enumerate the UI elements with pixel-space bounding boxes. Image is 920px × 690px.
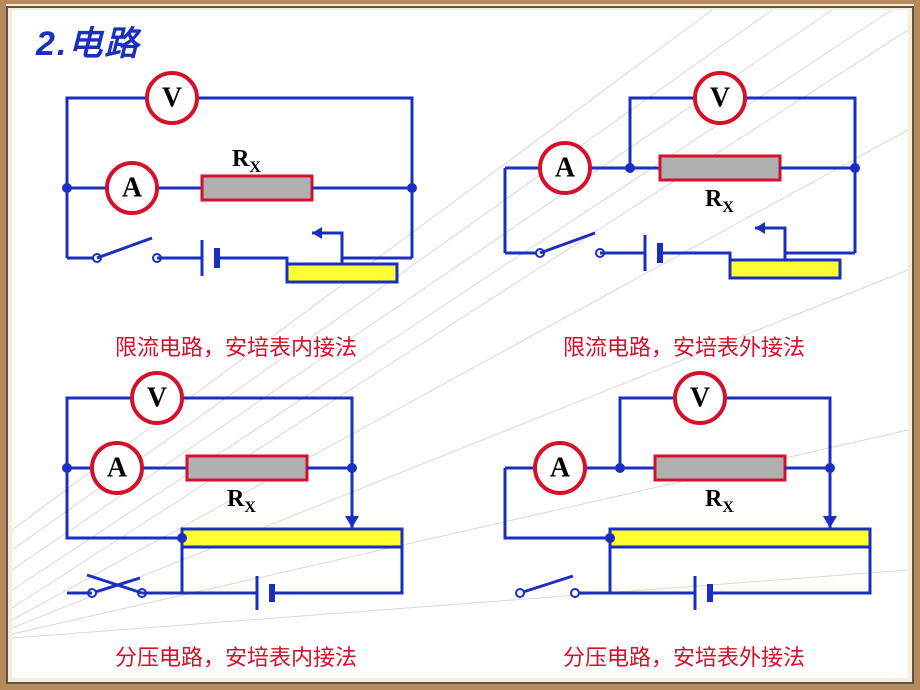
voltmeter-label: V xyxy=(162,83,182,114)
svg-text:V: V xyxy=(147,383,167,414)
circuit-br: V A RX xyxy=(460,368,900,648)
svg-text:RX: RX xyxy=(705,486,734,516)
circuit-bl: V A RX xyxy=(12,368,452,648)
caption-tr: 限流电路，安培表外接法 xyxy=(460,330,908,362)
circuit-tr: V A RX xyxy=(460,58,900,338)
svg-text:A: A xyxy=(107,453,128,484)
cell-tl: V A RX 限流电路，安培表内接法 xyxy=(12,58,460,368)
svg-text:A: A xyxy=(550,453,571,484)
caption-tl: 限流电路，安培表内接法 xyxy=(12,330,460,362)
page: 2.电路 xyxy=(12,10,908,678)
diagram-grid: V A RX 限流电路，安培表内接法 xyxy=(12,58,908,678)
svg-text:RX: RX xyxy=(232,146,261,176)
cell-br: V A RX 分压电路，安培表外接法 xyxy=(460,368,908,678)
cell-tr: V A RX 限流电路，安培表外接法 xyxy=(460,58,908,368)
svg-text:RX: RX xyxy=(705,186,734,216)
svg-text:V: V xyxy=(690,383,710,414)
caption-bl: 分压电路，安培表内接法 xyxy=(12,640,460,672)
ammeter-label: A xyxy=(122,173,143,204)
cell-bl: V A RX 分压电路，安培表内接法 xyxy=(12,368,460,678)
svg-text:V: V xyxy=(710,83,730,114)
caption-br: 分压电路，安培表外接法 xyxy=(460,640,908,672)
circuit-tl: V A RX xyxy=(12,58,452,338)
svg-text:RX: RX xyxy=(227,486,256,516)
svg-text:A: A xyxy=(555,153,576,184)
